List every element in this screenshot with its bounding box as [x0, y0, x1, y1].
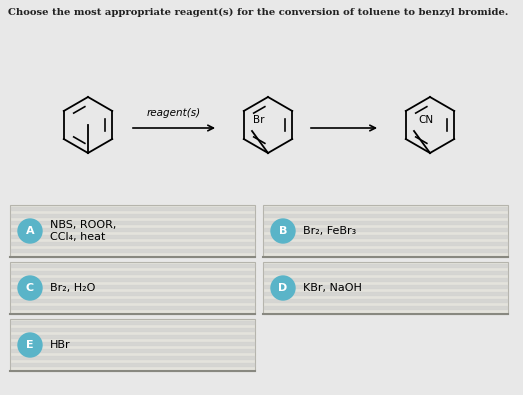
Bar [10, 262, 255, 314]
Text: KBr, NaOH: KBr, NaOH [303, 283, 362, 293]
Circle shape [271, 276, 295, 300]
Text: D: D [278, 283, 288, 293]
Bar [10, 205, 255, 257]
Bar [263, 262, 508, 314]
Text: NBS, ROOR,
CCl₄, heat: NBS, ROOR, CCl₄, heat [50, 220, 117, 242]
Text: Choose the most appropriate reagent(s) for the conversion of toluene to benzyl b: Choose the most appropriate reagent(s) f… [8, 8, 508, 17]
Circle shape [18, 333, 42, 357]
Text: Br: Br [253, 115, 265, 125]
Circle shape [18, 276, 42, 300]
Text: E: E [26, 340, 34, 350]
Circle shape [18, 219, 42, 243]
Text: B: B [279, 226, 287, 236]
Text: reagent(s): reagent(s) [147, 108, 201, 118]
Text: C: C [26, 283, 34, 293]
Text: A: A [26, 226, 35, 236]
Text: Br₂, FeBr₃: Br₂, FeBr₃ [303, 226, 356, 236]
Text: CN: CN [418, 115, 433, 125]
Circle shape [271, 219, 295, 243]
Text: Br₂, H₂O: Br₂, H₂O [50, 283, 95, 293]
Bar [263, 205, 508, 257]
Bar [10, 319, 255, 371]
Text: HBr: HBr [50, 340, 71, 350]
